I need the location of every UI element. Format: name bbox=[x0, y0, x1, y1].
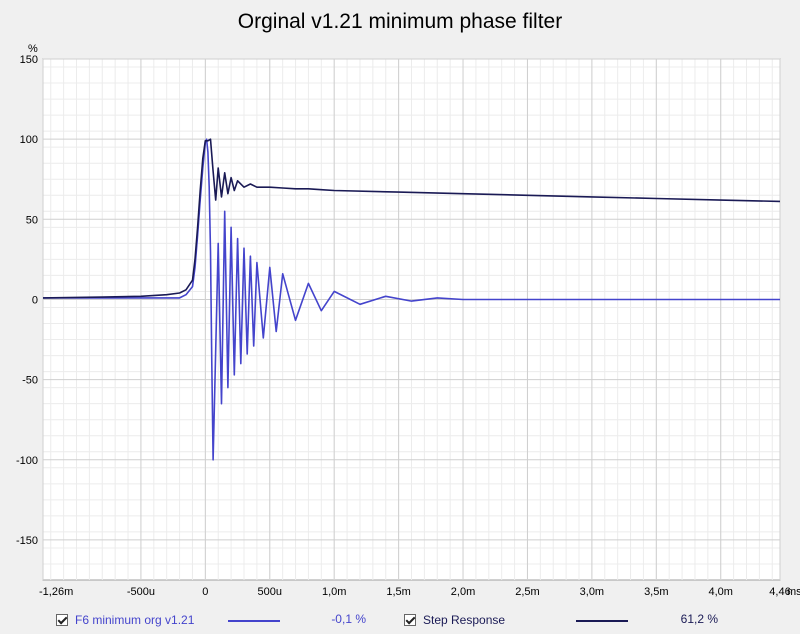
y-tick-label: 150 bbox=[20, 54, 38, 66]
x-tick-label: 3,0m bbox=[580, 586, 604, 598]
y-tick-label: -50 bbox=[22, 375, 38, 387]
chart-title: Orginal v1.21 minimum phase filter bbox=[237, 10, 563, 33]
x-tick-label: 500u bbox=[258, 586, 282, 598]
x-tick-label: 3,5m bbox=[644, 586, 668, 598]
x-tick-label: 2,5m bbox=[515, 586, 539, 598]
x-tick-label: 4,46 bbox=[769, 586, 790, 598]
legend-label-impulse: F6 minimum org v1.21 bbox=[75, 613, 195, 627]
y-tick-label: 100 bbox=[20, 134, 38, 146]
legend-item-step[interactable]: Step Response bbox=[404, 610, 505, 630]
legend-value-step: 61,2 % bbox=[680, 612, 718, 626]
legend-item-impulse[interactable]: F6 minimum org v1.21 bbox=[56, 610, 194, 630]
y-tick-label: 0 bbox=[32, 294, 38, 306]
y-tick-label: -150 bbox=[16, 535, 38, 547]
x-tick-label: -500u bbox=[127, 586, 155, 598]
x-tick-label: -1,26m bbox=[39, 586, 73, 598]
legend-line-step bbox=[576, 620, 628, 622]
x-tick-label: 0 bbox=[202, 586, 208, 598]
legend-label-step: Step Response bbox=[423, 613, 506, 627]
x-tick-label: 2,0m bbox=[451, 586, 475, 598]
x-tick-label: 1,0m bbox=[322, 586, 346, 598]
series-line-1 bbox=[42, 138, 781, 299]
legend-value-impulse: -0,1 % bbox=[331, 612, 366, 626]
impulse-checkbox[interactable] bbox=[56, 614, 68, 626]
y-tick-label: 50 bbox=[26, 214, 38, 226]
x-tick-label: 1,5m bbox=[386, 586, 410, 598]
y-tick-label: -100 bbox=[16, 455, 38, 467]
y-axis-label: % bbox=[28, 43, 38, 55]
legend-line-impulse bbox=[228, 620, 280, 622]
x-axis-unit-label: ms bbox=[787, 586, 800, 598]
step-checkbox[interactable] bbox=[404, 614, 416, 626]
x-tick-label: 4,0m bbox=[708, 586, 732, 598]
